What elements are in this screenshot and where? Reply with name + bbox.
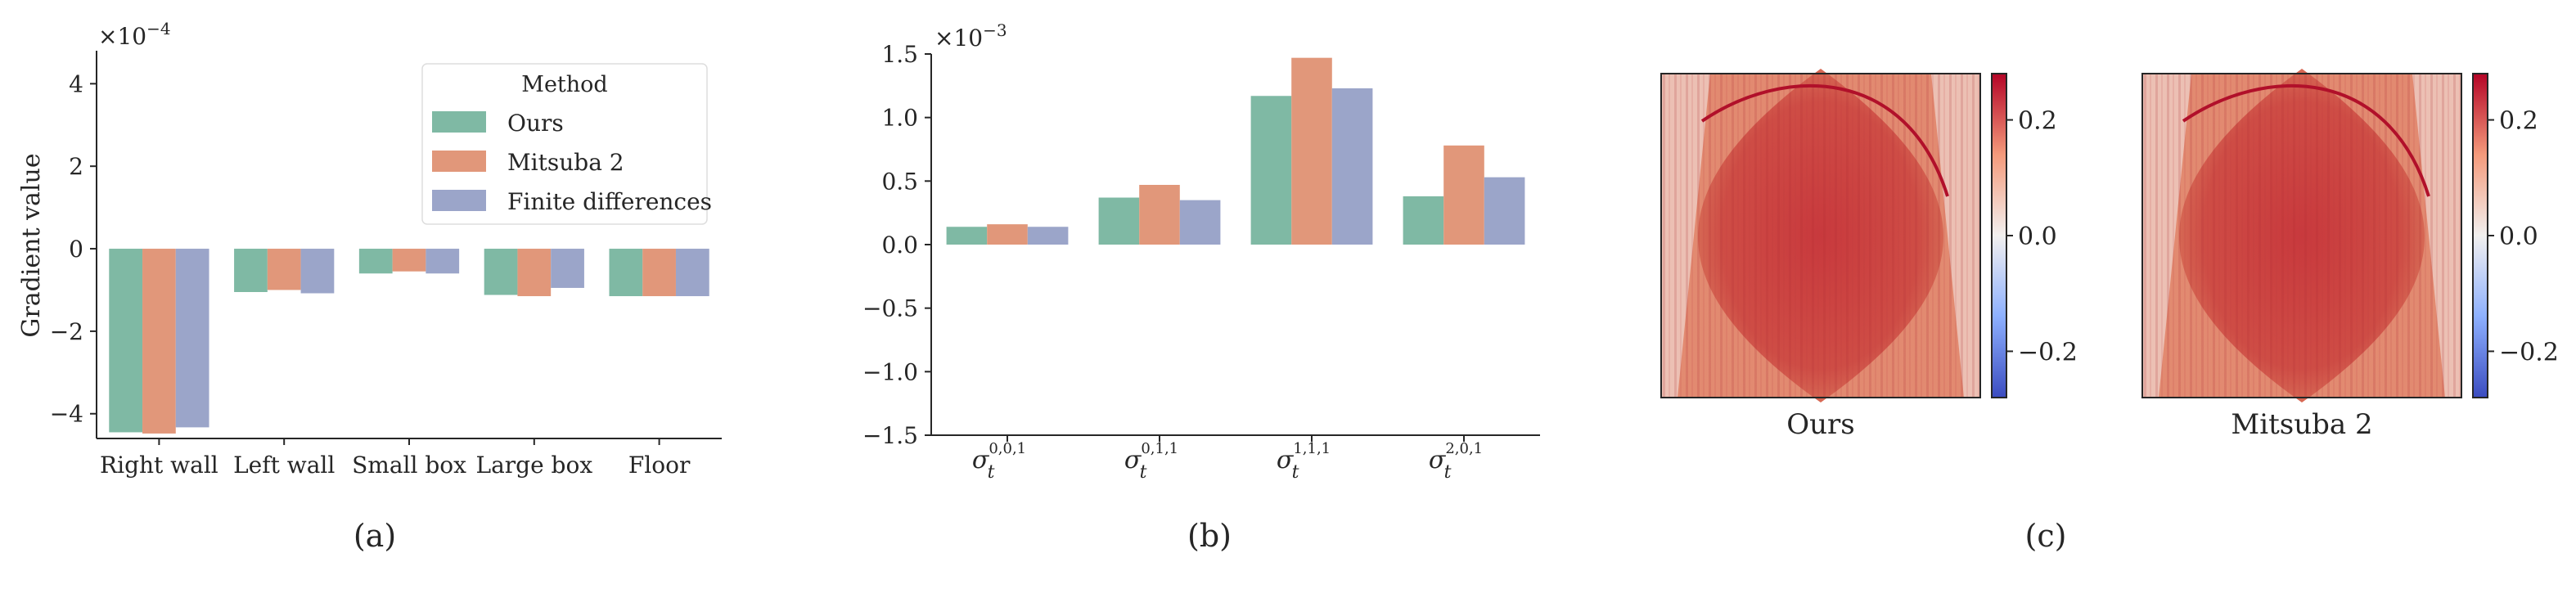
colorbar-tick-label: 0.2 <box>2499 107 2538 136</box>
bar <box>1403 196 1444 245</box>
y-tick-label: −1.0 <box>862 358 918 385</box>
bar <box>175 249 209 428</box>
x-tick-label: Left wall <box>233 452 335 479</box>
bar <box>267 249 301 290</box>
panel-b-label: (b) <box>1187 518 1232 554</box>
colorbar-tick-label: −0.2 <box>2499 338 2559 366</box>
x-tick-label: Floor <box>628 452 691 479</box>
legend-title: Method <box>521 72 607 97</box>
panel-a-x-ticks: Right wall Left wall Small box Large box Flo… <box>100 438 691 479</box>
panel-a-label: (a) <box>354 518 396 554</box>
colorbar-tick-label: 0.0 <box>2499 223 2538 251</box>
bar <box>675 249 709 297</box>
bar <box>1250 96 1292 245</box>
panel-b-scale-label: ×10−3 <box>934 20 1007 52</box>
bar <box>551 249 584 288</box>
panel-b-chart: −1.5−1.0−0.50.00.51.01.5 σ0,0,1 t σ0,1,1 t σ… <box>862 20 1540 554</box>
panel-a-chart: −4 −2 0 2 4 Right wall Left wall Small box Larg… <box>17 19 722 554</box>
panel-c-heatmaps: Ours −0.2 0.0 0.2 Mitsuba 2 −0.2 0.0 0.2 (c) <box>1660 69 2559 554</box>
y-tick-label: −4 <box>50 401 83 428</box>
colorbar-tick-label: 0.2 <box>2018 107 2057 136</box>
heatmap-caption: Ours <box>1786 408 1854 441</box>
x-tick-label: σ2,0,1 t <box>1429 440 1483 483</box>
x-tick-label: σ1,1,1 t <box>1277 440 1331 483</box>
bar <box>142 249 176 434</box>
bar <box>484 249 518 295</box>
y-tick-label: 2 <box>69 153 83 180</box>
bar <box>1484 177 1525 245</box>
y-tick-label: −2 <box>50 318 83 345</box>
heatmap-image <box>1660 69 1981 402</box>
y-tick-label: −1.5 <box>862 422 918 449</box>
bar <box>1139 184 1180 245</box>
x-tick-label: Large box <box>475 452 592 479</box>
legend-entry: Mitsuba 2 <box>507 149 624 176</box>
bar <box>234 249 268 292</box>
bar <box>300 249 335 294</box>
bar <box>609 249 643 297</box>
x-tick-label: σ0,1,1 t <box>1124 440 1178 483</box>
y-tick-label: 0.5 <box>881 168 918 195</box>
y-tick-label: 0 <box>69 236 83 263</box>
bar <box>1331 88 1373 245</box>
colorbar-tick-label: 0.0 <box>2018 223 2057 251</box>
bar <box>109 249 143 433</box>
heatmap-image <box>2141 69 2462 402</box>
panel-b-y-ticks: −1.5 −1.0 −0.5 0.0 0.5 1.0 1.5 <box>862 41 931 449</box>
panel-a-y-label: Gradient value <box>17 153 46 337</box>
bar <box>642 249 676 297</box>
bar <box>426 249 460 274</box>
bar <box>1179 200 1221 245</box>
legend-swatch <box>432 111 486 133</box>
bar <box>1443 145 1484 245</box>
bar <box>358 249 393 274</box>
y-tick-label: −0.5 <box>862 295 918 322</box>
bar <box>392 249 426 272</box>
legend-swatch <box>432 151 486 172</box>
x-tick-label: Right wall <box>100 452 218 479</box>
panel-a-y-ticks: −4 −2 0 2 4 <box>50 70 97 428</box>
bar <box>946 227 988 245</box>
x-tick-label: σ0,0,1 t <box>972 440 1026 483</box>
legend-entry: Ours <box>507 110 564 137</box>
y-tick-label: 4 <box>69 70 83 97</box>
y-tick-label: 1.5 <box>881 41 918 68</box>
y-tick-label: 1.0 <box>881 105 918 132</box>
panel-c-label: (c) <box>2025 518 2067 554</box>
panel-a-scale-label: ×10−4 <box>98 19 171 50</box>
x-tick-label: Small box <box>352 452 466 479</box>
bar <box>1098 197 1140 245</box>
panel-b-x-ticks: σ0,0,1 t σ0,1,1 t σ1,1,1 t σ2,0,1 t <box>972 435 1483 483</box>
colorbar-tick-label: −0.2 <box>2018 338 2078 366</box>
panel-a-legend: Method Ours Mitsuba 2 Finite differences <box>421 63 712 225</box>
bar <box>517 249 552 297</box>
heatmap-caption: Mitsuba 2 <box>2231 408 2372 441</box>
legend-swatch <box>432 190 486 211</box>
legend-entry: Finite differences <box>507 188 712 215</box>
bar <box>987 224 1028 245</box>
y-tick-label: 0.0 <box>881 232 918 259</box>
bar <box>1291 57 1332 245</box>
colorbar: −0.2 0.0 0.2 <box>1991 73 2078 398</box>
colorbar: −0.2 0.0 0.2 <box>2472 73 2559 398</box>
bar <box>1027 227 1069 245</box>
